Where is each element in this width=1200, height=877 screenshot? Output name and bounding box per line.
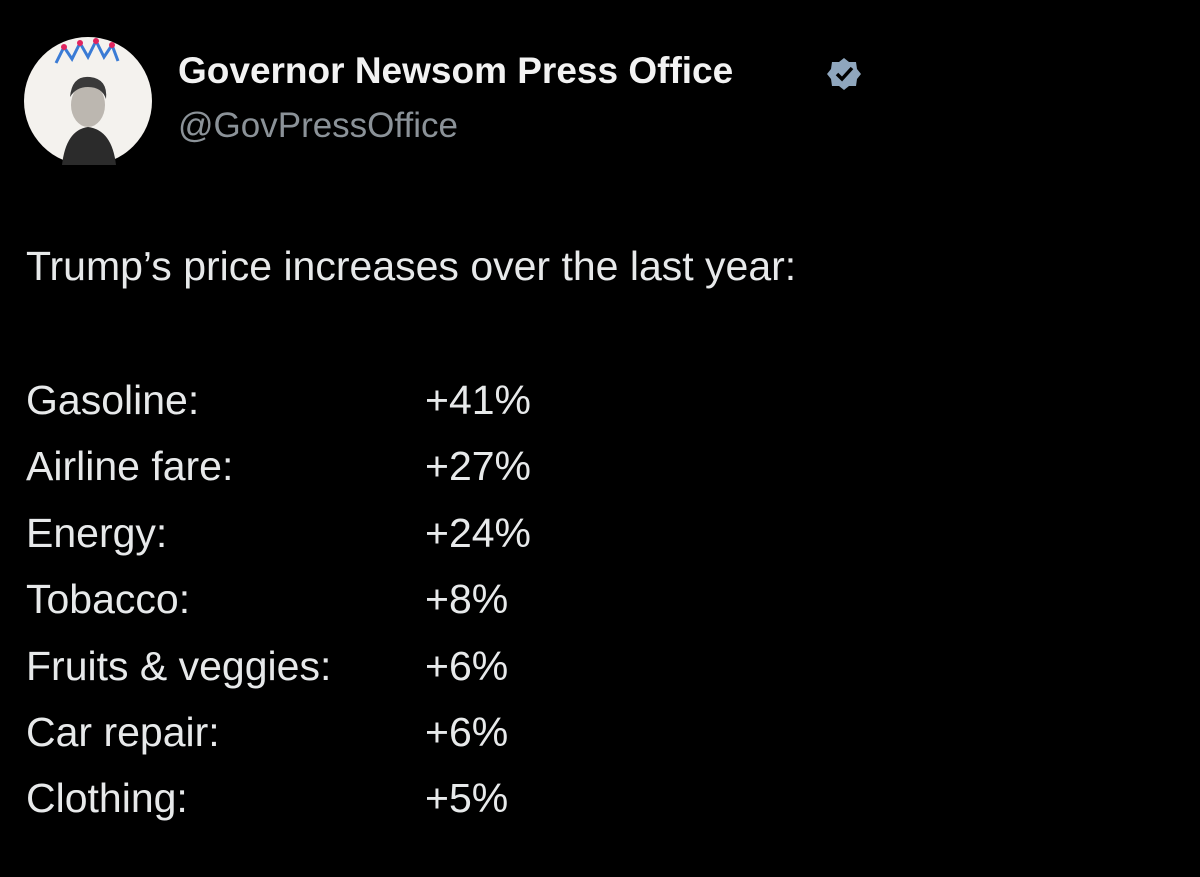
item-label: Tobacco: bbox=[26, 576, 191, 623]
avatar[interactable] bbox=[22, 35, 157, 170]
item-label: Car repair: bbox=[26, 709, 220, 755]
item-label: Airline fare: bbox=[26, 443, 234, 490]
handle[interactable]: @GovPressOffice bbox=[178, 106, 458, 145]
item-value: +8% bbox=[425, 576, 509, 623]
item-value: +27% bbox=[425, 443, 532, 490]
item-label: Gasoline: bbox=[26, 377, 200, 423]
item-label: Clothing: bbox=[26, 775, 188, 822]
post-text: Trump’s price increases over the last ye… bbox=[26, 243, 797, 289]
verified-badge bbox=[827, 58, 861, 90]
item-value: +6% bbox=[425, 709, 509, 755]
item-value: +5% bbox=[425, 775, 509, 822]
item-value: +6% bbox=[425, 642, 509, 689]
item-label: Energy: bbox=[26, 509, 168, 556]
item-value: +24% bbox=[425, 509, 532, 556]
item-label: Fruits & veggies: bbox=[26, 642, 332, 689]
item-value: +41% bbox=[425, 377, 532, 423]
display-name[interactable]: Governor Newsom Press Office bbox=[178, 50, 734, 91]
